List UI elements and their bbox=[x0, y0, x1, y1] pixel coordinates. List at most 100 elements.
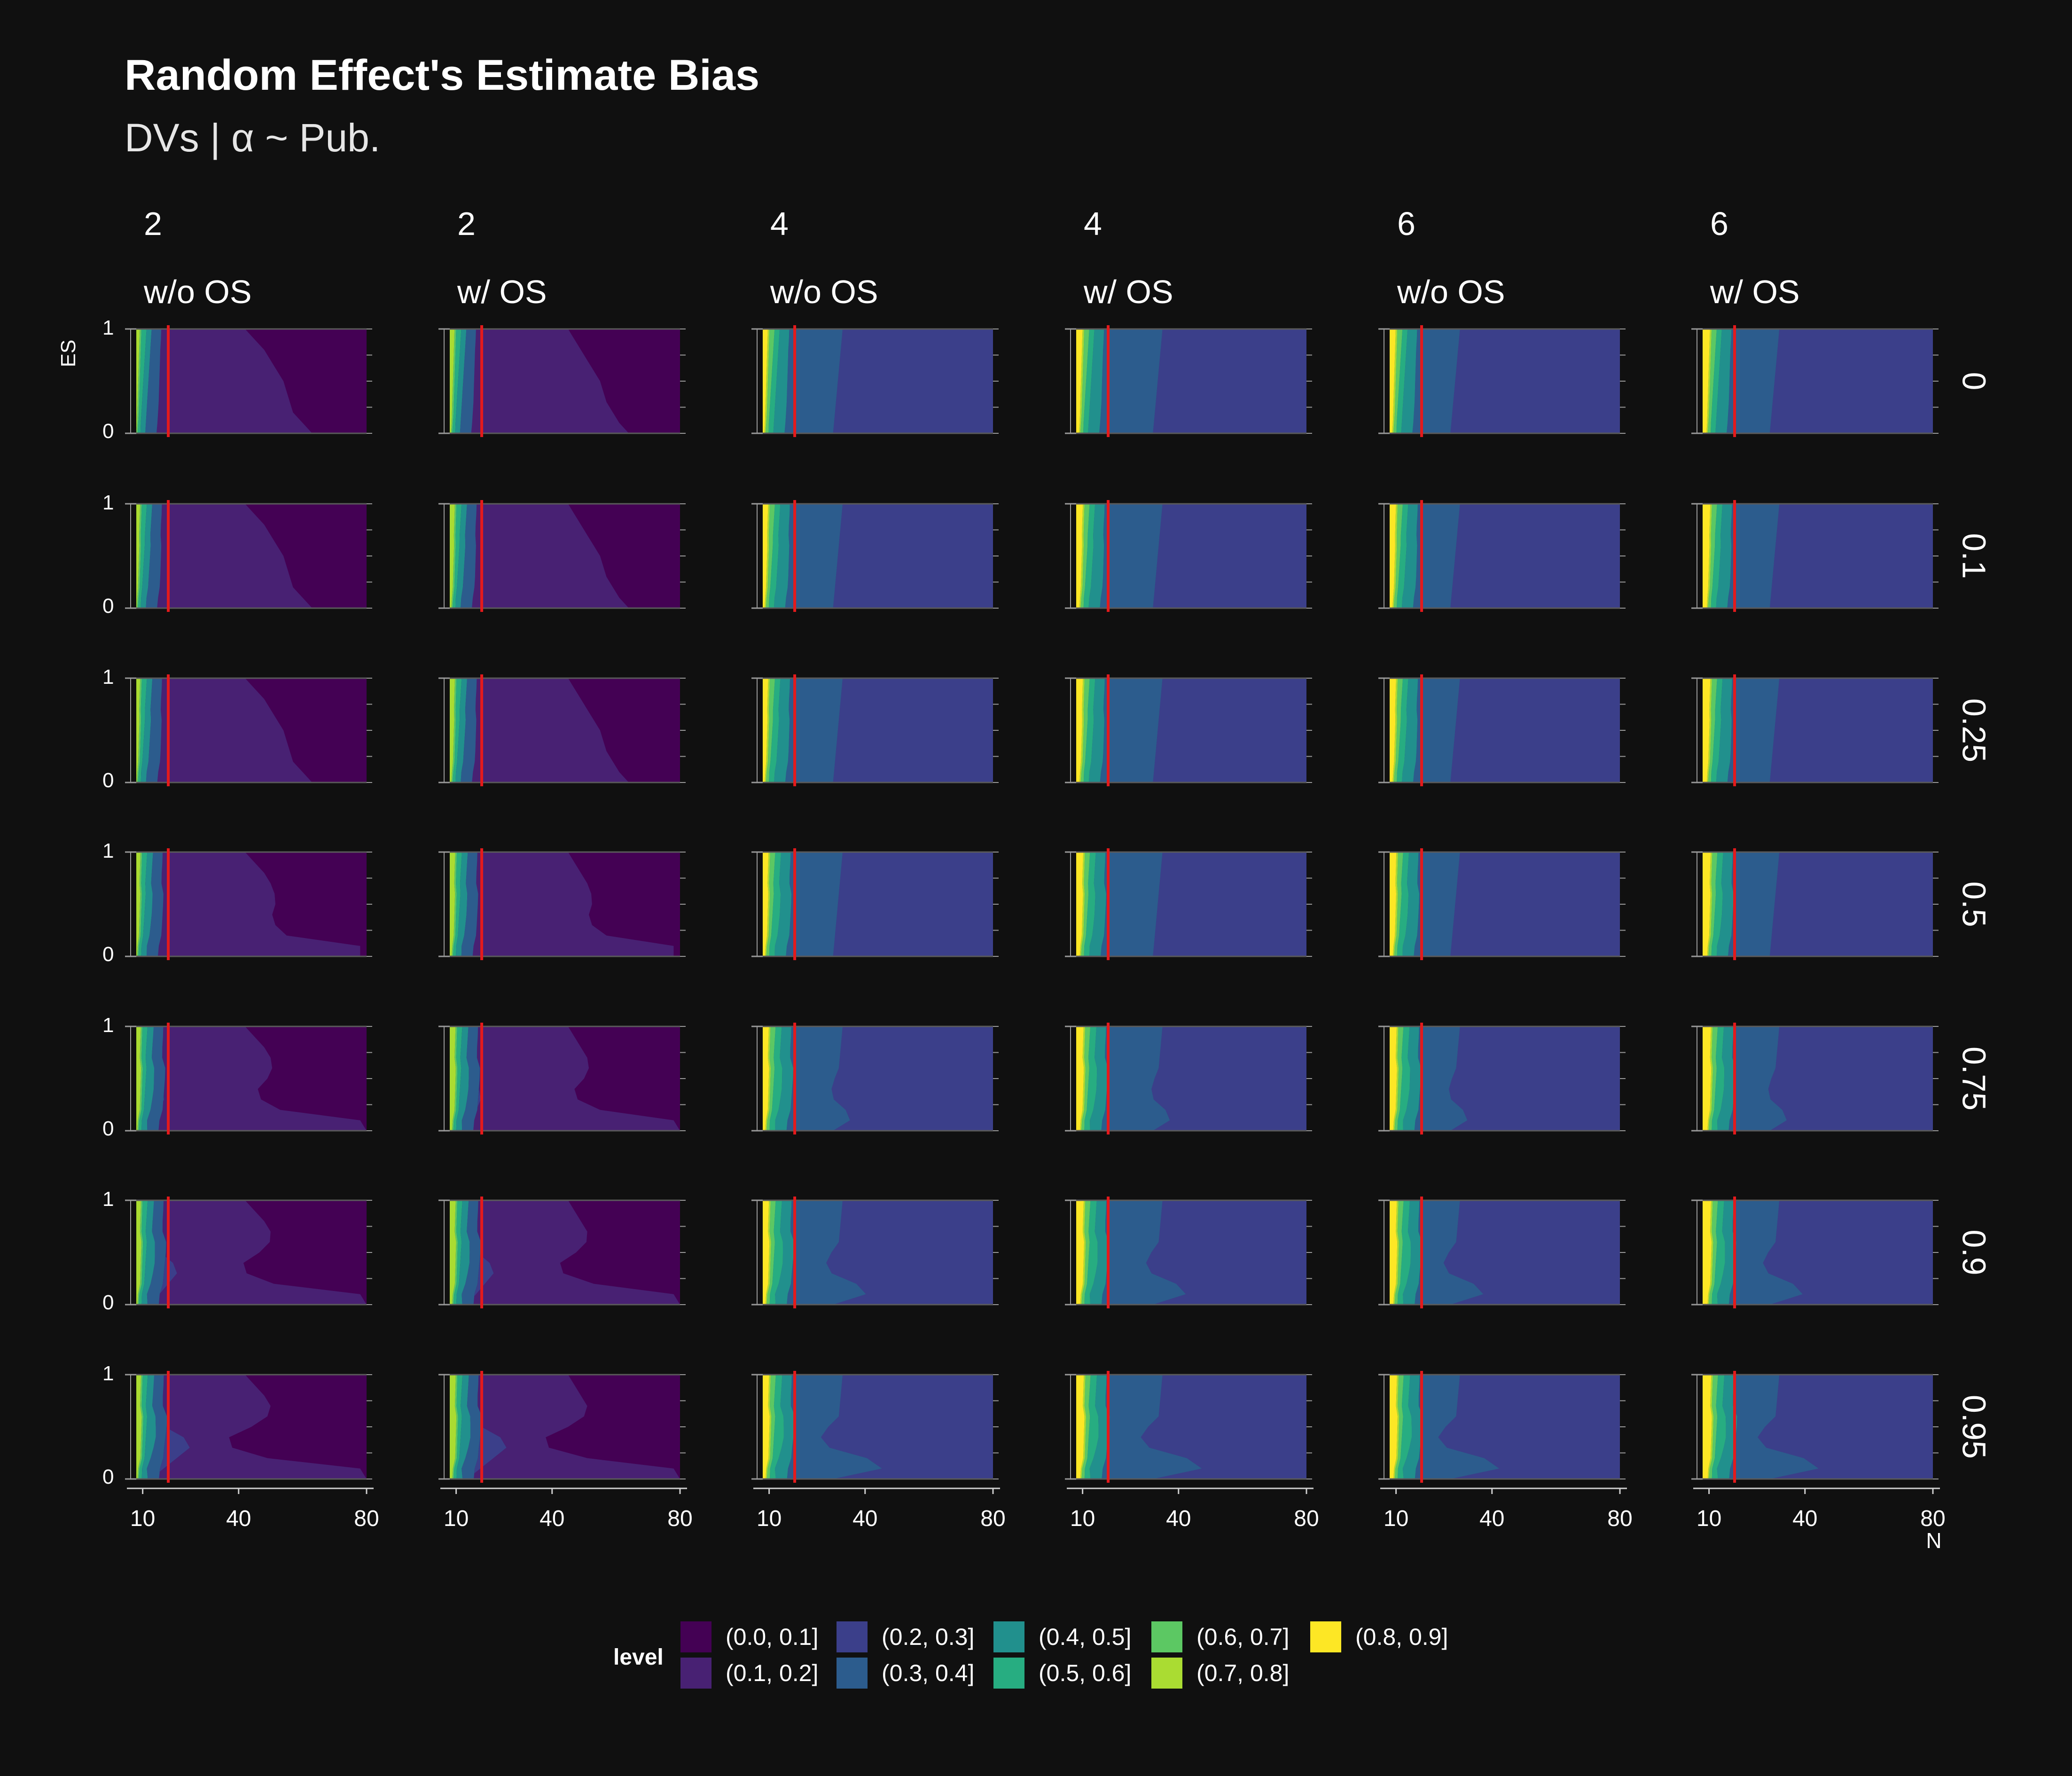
contour-band bbox=[147, 1200, 166, 1305]
y-tick-label: 1 bbox=[102, 1362, 114, 1385]
contour-band bbox=[461, 678, 477, 782]
contour-band bbox=[451, 504, 457, 608]
y-axis-title: ES bbox=[57, 340, 80, 368]
legend-label: (0.7, 0.8] bbox=[1196, 1660, 1289, 1686]
contour-band bbox=[1403, 1026, 1421, 1131]
row-facet-label: 0 bbox=[1956, 372, 1993, 391]
contour-band bbox=[786, 1026, 850, 1131]
row-facet-label: 0.1 bbox=[1956, 533, 1993, 579]
contour-band bbox=[766, 1375, 776, 1479]
contour-band bbox=[769, 1026, 782, 1131]
x-tick-label: 80 bbox=[354, 1506, 379, 1531]
contour-band bbox=[467, 329, 629, 433]
contour-band bbox=[766, 1026, 776, 1131]
legend-swatch bbox=[993, 1621, 1024, 1652]
legend-label: (0.6, 0.7] bbox=[1196, 1624, 1289, 1650]
contour-band bbox=[1081, 1375, 1091, 1479]
contour-band bbox=[763, 1026, 769, 1131]
contour-band bbox=[137, 1026, 143, 1131]
contour-band bbox=[1727, 504, 1780, 608]
x-tick-label: 40 bbox=[1166, 1506, 1191, 1531]
y-tick-label: 0 bbox=[102, 943, 114, 966]
contour-band bbox=[1390, 1375, 1398, 1479]
contour-band bbox=[768, 504, 781, 608]
contour-band bbox=[1703, 678, 1711, 782]
contour-band bbox=[1397, 504, 1408, 608]
contour-band bbox=[766, 678, 775, 782]
contour-band bbox=[1769, 504, 1933, 608]
contour-band bbox=[1153, 504, 1306, 608]
contour-band bbox=[1450, 852, 1620, 956]
contour-band bbox=[139, 1200, 148, 1305]
contour-band bbox=[1706, 329, 1712, 433]
y-tick-label: 1 bbox=[102, 1188, 114, 1211]
contour-band bbox=[150, 329, 313, 433]
contour-band bbox=[1763, 1200, 1933, 1305]
contour-band bbox=[1403, 1200, 1422, 1305]
x-tick-label: 10 bbox=[1697, 1506, 1721, 1531]
contour-band bbox=[1079, 852, 1085, 956]
legend-label: (0.8, 0.9] bbox=[1355, 1624, 1448, 1650]
contour-band bbox=[1080, 1026, 1086, 1131]
contour-band bbox=[1081, 852, 1090, 956]
x-tick-label: 40 bbox=[1479, 1506, 1504, 1531]
contour-band bbox=[140, 329, 152, 433]
contour-band bbox=[1438, 1375, 1620, 1479]
contour-band bbox=[1088, 329, 1104, 433]
contour-band bbox=[1708, 504, 1717, 608]
contour-band bbox=[467, 1200, 680, 1305]
contour-band bbox=[787, 1200, 866, 1305]
contour-band bbox=[147, 1026, 165, 1131]
contour-band bbox=[451, 329, 456, 433]
contour-band bbox=[1450, 504, 1620, 608]
contour-band bbox=[1712, 1200, 1725, 1305]
contour-band bbox=[1727, 329, 1780, 433]
contour-band bbox=[145, 329, 162, 433]
contour-band bbox=[1703, 504, 1711, 608]
contour-band bbox=[1398, 1375, 1412, 1479]
contour-band bbox=[763, 504, 768, 608]
contour-band bbox=[1414, 852, 1460, 956]
contour-band bbox=[467, 1026, 680, 1131]
contour-band bbox=[138, 852, 148, 956]
contour-band bbox=[1729, 1375, 1819, 1479]
contour-band bbox=[765, 678, 770, 782]
contour-band bbox=[1088, 678, 1105, 782]
legend-label: (0.5, 0.6] bbox=[1039, 1660, 1131, 1686]
y-tick-label: 1 bbox=[102, 316, 114, 339]
contour-band bbox=[1090, 1026, 1108, 1131]
contour-band bbox=[1089, 1375, 1110, 1479]
x-tick-label: 80 bbox=[667, 1506, 692, 1531]
contour-band bbox=[1707, 1026, 1713, 1131]
contour-band bbox=[1076, 329, 1083, 433]
contour-band bbox=[1727, 678, 1780, 782]
contour-band bbox=[1080, 329, 1089, 433]
contour-band bbox=[1397, 678, 1408, 782]
legend-swatch bbox=[680, 1658, 712, 1689]
col-facet-top: 6 bbox=[1397, 205, 1415, 242]
contour-band bbox=[467, 678, 629, 782]
contour-band bbox=[1711, 504, 1723, 608]
contour-band bbox=[1394, 852, 1403, 956]
x-tick-label: 80 bbox=[1294, 1506, 1319, 1531]
contour-band bbox=[774, 678, 790, 782]
contour-band bbox=[774, 852, 792, 956]
contour-band bbox=[1758, 1375, 1933, 1479]
contour-band bbox=[1707, 678, 1712, 782]
contour-band bbox=[1769, 678, 1933, 782]
contour-band bbox=[1397, 1200, 1411, 1305]
contour-band bbox=[136, 504, 142, 608]
contour-band bbox=[769, 1200, 783, 1305]
contour-band bbox=[450, 1026, 456, 1131]
y-tick-label: 1 bbox=[102, 491, 114, 514]
x-tick-label: 40 bbox=[1792, 1506, 1817, 1531]
contour-band bbox=[146, 678, 162, 782]
y-tick-label: 0 bbox=[102, 595, 114, 618]
contour-band bbox=[1728, 1200, 1803, 1305]
contour-band bbox=[1084, 1026, 1097, 1131]
contour-band bbox=[1449, 1026, 1620, 1131]
contour-band bbox=[1088, 504, 1105, 608]
contour-band bbox=[1412, 329, 1460, 433]
